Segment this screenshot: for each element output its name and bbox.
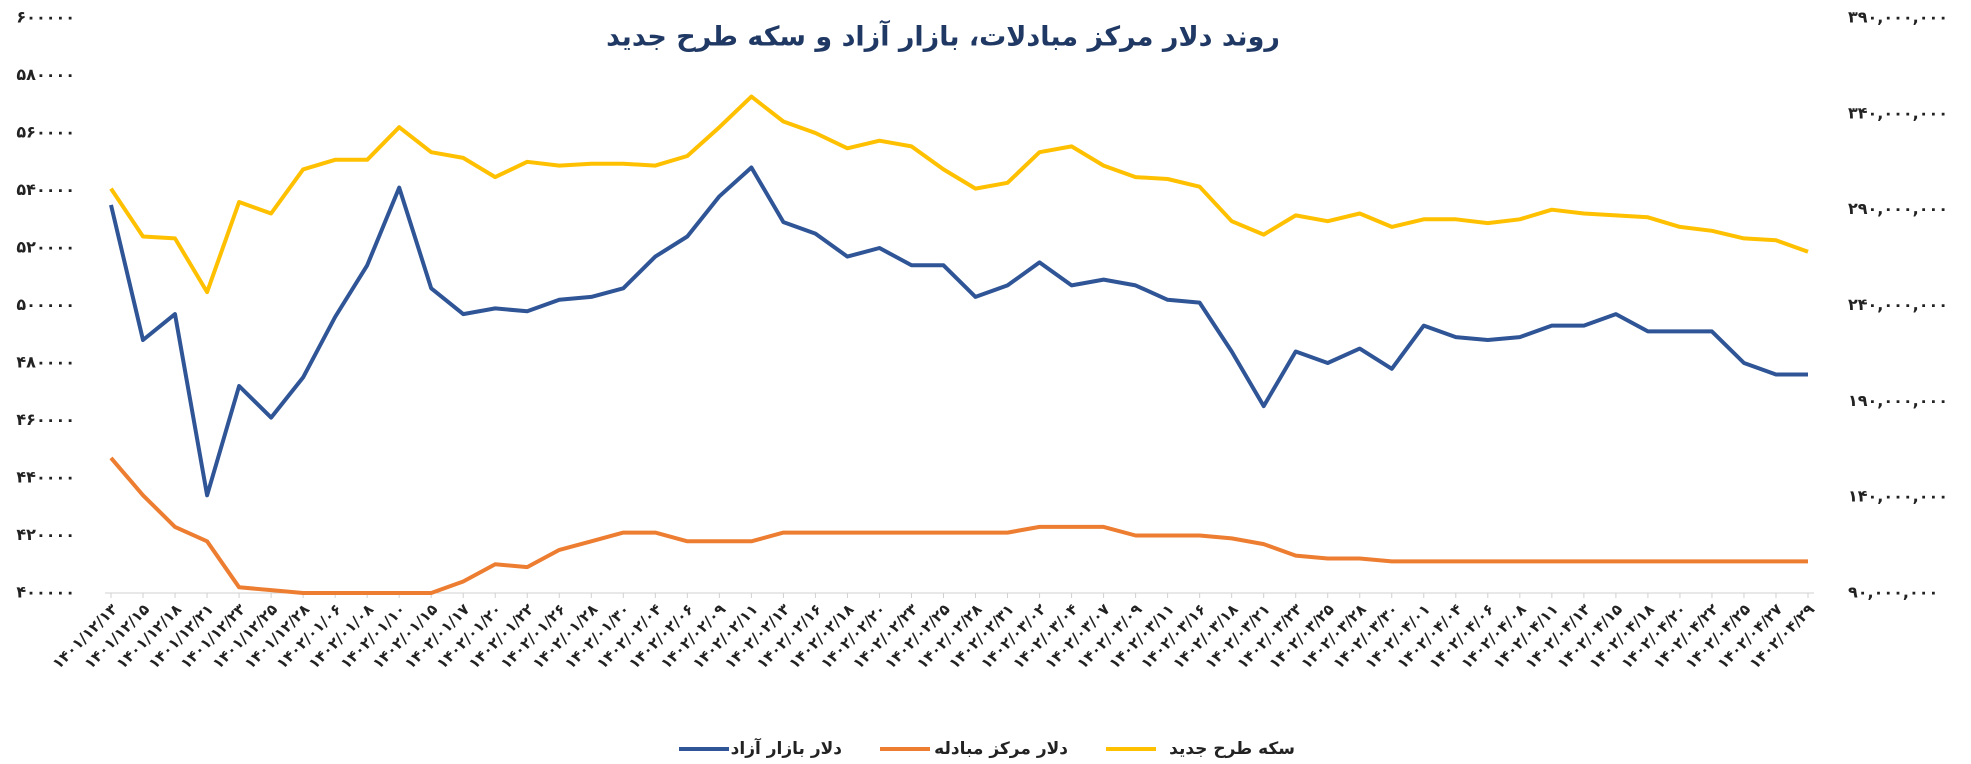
y-tick-label: ۵۶۰۰۰۰: [16, 123, 75, 142]
y-tick-label: ۴۰۰۰۰۰: [16, 583, 75, 602]
y2-tick-label: ۱۹۰,۰۰۰,۰۰۰: [1848, 391, 1948, 410]
y-tick-label: ۵۴۰۰۰۰: [16, 180, 75, 199]
line-series: [109, 94, 1809, 295]
line-series: [109, 165, 1808, 498]
y-tick-label: ۴۲۰۰۰۰: [16, 525, 75, 544]
y-tick-label: ۵۰۰۰۰۰: [16, 295, 75, 314]
legend-label: دلار بازار آزاد: [731, 737, 843, 759]
y-tick-label: ۵۸۰۰۰۰: [16, 65, 75, 84]
y-tick-label: ۴۶۰۰۰۰: [16, 410, 75, 429]
y-tick-label: ۴۴۰۰۰۰: [16, 468, 75, 487]
y-tick-label: ۶۰۰۰۰۰: [16, 8, 75, 27]
y2-tick-label: ۹۰,۰۰۰,۰۰۰: [1848, 583, 1938, 602]
y2-tick-label: ۲۹۰,۰۰۰,۰۰۰: [1848, 199, 1948, 218]
chart-title: روند دلار مرکز مبادلات، بازار آزاد و سکه…: [606, 20, 1280, 53]
y2-tick-label: ۳۴۰,۰۰۰,۰۰۰: [1848, 103, 1948, 122]
y-tick-label: ۴۸۰۰۰۰: [16, 353, 75, 372]
y2-tick-label: ۲۴۰,۰۰۰,۰۰۰: [1848, 295, 1948, 314]
y-tick-label: ۵۲۰۰۰۰: [16, 238, 75, 257]
legend-label: سکه طرح جدید: [1169, 739, 1295, 759]
legend-label: دلار مرکز مبادله: [934, 739, 1068, 759]
y2-tick-label: ۱۴۰,۰۰۰,۰۰۰: [1848, 487, 1948, 506]
y2-tick-label: ۳۹۰,۰۰۰,۰۰۰: [1848, 8, 1948, 27]
line-series: [109, 456, 1808, 595]
